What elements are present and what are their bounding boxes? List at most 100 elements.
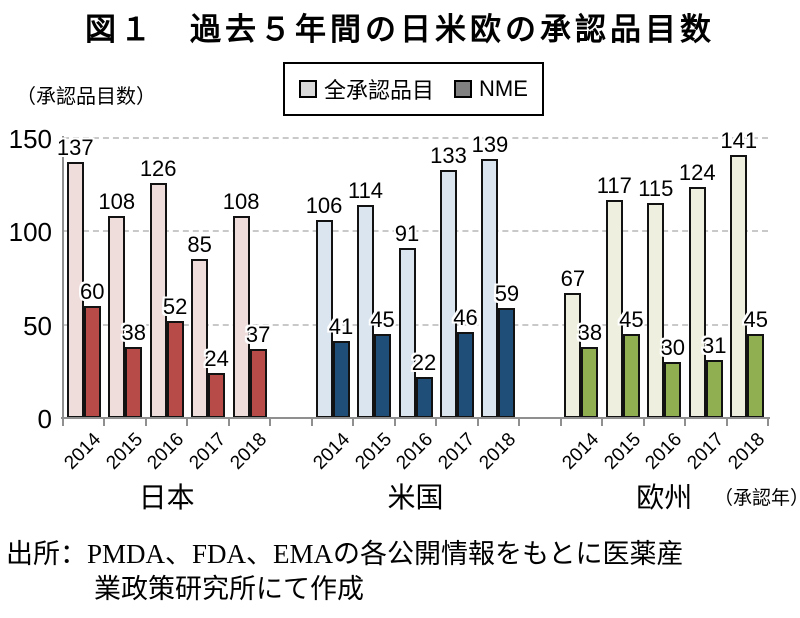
bar-total [439, 169, 457, 418]
bar-total [688, 186, 706, 418]
x-axis-tick [352, 419, 355, 426]
y-tick-label-150: 150 [8, 124, 52, 154]
value-label-total: 126 [139, 155, 177, 181]
value-label-nme: 52 [162, 293, 188, 319]
value-label-nme: 41 [328, 314, 354, 340]
x-tick-label-year: 2018 [226, 429, 272, 474]
x-axis-tick [393, 419, 396, 426]
bar-nme [166, 320, 184, 418]
legend-label-total: 全承認品目 [324, 78, 435, 103]
x-tick-label-year: 2017 [434, 429, 479, 474]
value-label-total: 114 [347, 178, 384, 204]
bar-total [108, 216, 126, 418]
bar-nme [705, 360, 723, 418]
value-label-nme: 37 [245, 321, 271, 347]
value-label-nme: 46 [453, 305, 478, 331]
x-axis-tick [559, 419, 562, 426]
x-axis-tick [310, 419, 313, 426]
value-label-total: 108 [98, 189, 136, 215]
x-axis-tick [186, 419, 189, 426]
value-label-total: 117 [596, 172, 632, 198]
x-tick-label-year: 2014 [558, 429, 604, 474]
x-tick-label-year: 2015 [351, 429, 396, 474]
value-label-total: 85 [187, 232, 212, 258]
chart-title: 図１ 過去５年間の日米欧の承認品目数 [85, 12, 715, 47]
x-axis-tick [144, 419, 147, 426]
x-axis-tick [642, 419, 645, 426]
value-label-nme: 59 [494, 280, 520, 306]
x-axis-tick [767, 419, 769, 426]
bar-total [315, 220, 333, 418]
value-label-total: 115 [638, 176, 674, 202]
value-label-nme: 38 [121, 320, 146, 346]
value-label-total: 137 [56, 135, 94, 161]
x-axis-line [61, 417, 770, 419]
source-line-1: 出所：PMDA、FDA、EMAの各公開情報をもとに医薬産 [6, 539, 684, 569]
x-tick-label-year: 2018 [475, 429, 521, 474]
bar-nme [374, 334, 392, 418]
x-axis-tick [435, 419, 438, 426]
bar-nme [125, 347, 143, 418]
bar-nme [581, 347, 599, 418]
value-label-nme: 45 [743, 307, 768, 332]
bar-total [647, 203, 665, 418]
bar-total [149, 182, 167, 418]
y-axis-unit-label: （承認品目数） [16, 86, 156, 108]
x-axis-tick [103, 419, 106, 426]
source-note: 出所：PMDA、FDA、EMAの各公開情報をもとに医薬産 業政策研究所にて作成 [6, 537, 800, 607]
value-label-nme: 38 [577, 320, 603, 346]
x-axis-tick [684, 419, 687, 426]
x-tick-label-year: 2015 [599, 429, 645, 474]
value-label-total: 133 [430, 142, 467, 168]
value-label-nme: 31 [702, 333, 727, 359]
legend-label-nme: NME [479, 76, 528, 101]
legend-swatch-total-icon [299, 80, 317, 98]
value-label-total: 124 [678, 159, 716, 185]
value-label-total: 141 [720, 127, 758, 153]
x-axis-tick [601, 419, 604, 426]
legend-item-total: 全承認品目 [299, 73, 434, 105]
value-label-nme: 24 [204, 346, 229, 372]
value-label-total: 91 [394, 221, 420, 247]
x-axis-tick [476, 419, 479, 426]
bar-total [481, 158, 499, 418]
x-tick-label-year: 2016 [143, 429, 189, 474]
source-line-2: 業政策研究所にて作成 [94, 574, 364, 605]
x-tick-label-year: 2014 [309, 429, 355, 474]
value-label-total: 67 [560, 265, 586, 291]
value-label-nme: 45 [619, 307, 644, 332]
y-tick-label-50: 50 [23, 310, 52, 341]
value-label-nme: 45 [370, 307, 395, 332]
gridline-150 [63, 137, 768, 139]
legend-box: 全承認品目 NME [283, 62, 544, 116]
x-tick-label-year: 2016 [641, 429, 687, 474]
x-tick-label-year: 2017 [682, 429, 728, 474]
x-axis-unit-label: （承認年） [714, 488, 800, 509]
x-axis-tick [269, 419, 272, 426]
bar-nme [249, 348, 267, 418]
value-label-nme: 60 [79, 279, 105, 304]
y-tick-label-0: 0 [37, 404, 52, 434]
x-tick-label-year: 2015 [102, 429, 148, 474]
x-axis-tick [227, 419, 230, 426]
group-label-0: 日本 [138, 482, 195, 513]
y-axis-line [62, 136, 64, 420]
bar-total [398, 248, 416, 418]
value-label-total: 139 [471, 131, 509, 157]
value-label-nme: 22 [411, 349, 437, 375]
bar-total [66, 162, 84, 418]
legend-item-nme: NME [454, 76, 528, 102]
value-label-total: 108 [222, 189, 260, 215]
x-tick-label-year: 2018 [724, 429, 770, 474]
group-label-2: 欧州 [636, 482, 693, 513]
bar-nme [208, 373, 226, 418]
bar-total [730, 154, 748, 418]
bar-nme [664, 362, 682, 418]
x-tick-label-year: 2017 [185, 429, 231, 474]
legend-swatch-nme-icon [454, 80, 473, 98]
x-axis-tick [725, 419, 728, 426]
bar-total [191, 259, 209, 418]
bar-total [605, 199, 623, 418]
group-label-1: 米国 [387, 482, 444, 513]
